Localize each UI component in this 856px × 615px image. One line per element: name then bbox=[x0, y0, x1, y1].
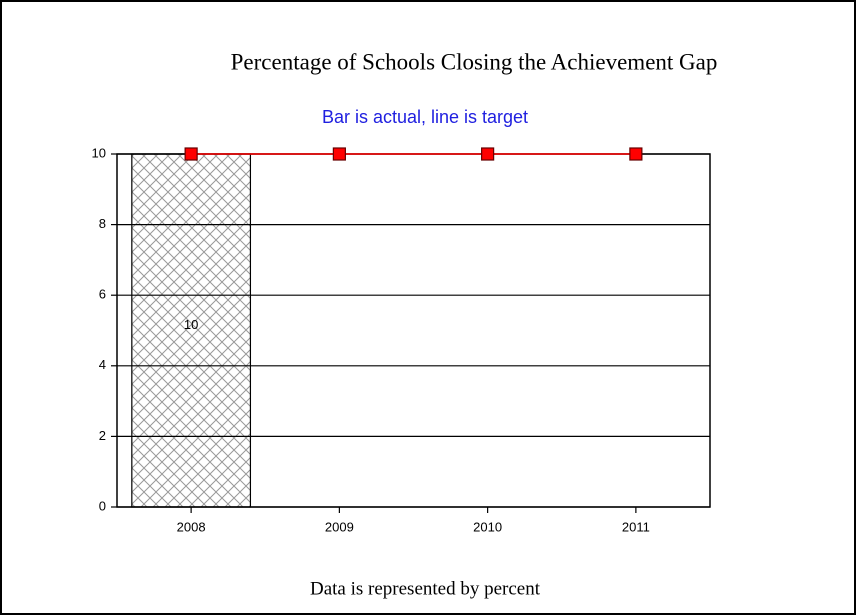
y-tick-label: 10 bbox=[92, 145, 106, 160]
y-tick-label: 4 bbox=[99, 357, 106, 372]
bar bbox=[131, 153, 252, 508]
y-tick-label: 6 bbox=[99, 287, 106, 302]
footer: Data is represented by percent bbox=[310, 578, 541, 599]
data-label: 10 bbox=[184, 317, 198, 332]
line-marker bbox=[184, 147, 198, 161]
x-tick-label: 2010 bbox=[473, 519, 502, 534]
plot: 10 0 2 4 6 8 10 2008 2009 2010 2011 bbox=[92, 145, 711, 534]
x-tick-label: 2009 bbox=[325, 519, 354, 534]
x-tick-label: 2008 bbox=[177, 519, 206, 534]
x-tick-label: 2011 bbox=[622, 519, 650, 534]
chart-subtitle: Bar is actual, line is target bbox=[322, 107, 528, 127]
line-marker bbox=[332, 147, 346, 161]
line-marker bbox=[629, 147, 643, 161]
y-tick-label: 0 bbox=[99, 498, 106, 513]
y-tick-label: 2 bbox=[99, 428, 106, 443]
chart-title: Percentage of Schools Closing the Achiev… bbox=[231, 49, 718, 74]
line-marker bbox=[481, 147, 495, 161]
y-tick-label: 8 bbox=[99, 216, 106, 231]
